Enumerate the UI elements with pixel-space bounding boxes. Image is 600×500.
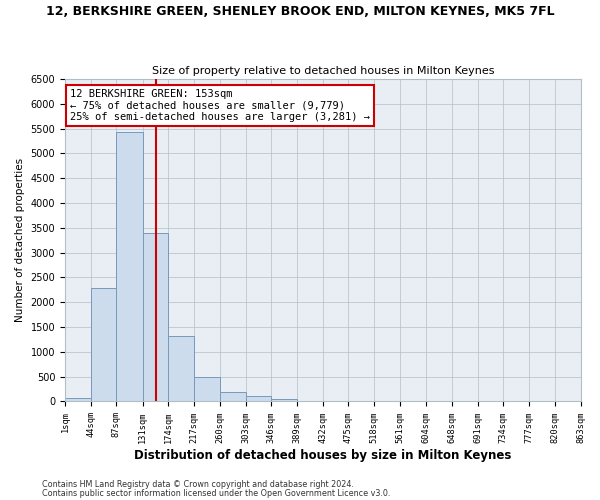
Bar — [194, 377, 220, 402]
Bar — [65, 398, 91, 402]
Bar — [169, 336, 194, 402]
Y-axis label: Number of detached properties: Number of detached properties — [15, 158, 25, 322]
Text: Contains public sector information licensed under the Open Government Licence v3: Contains public sector information licen… — [42, 488, 391, 498]
Bar — [245, 396, 271, 402]
Text: 12 BERKSHIRE GREEN: 153sqm
← 75% of detached houses are smaller (9,779)
25% of s: 12 BERKSHIRE GREEN: 153sqm ← 75% of deta… — [70, 88, 370, 122]
Text: Contains HM Land Registry data © Crown copyright and database right 2024.: Contains HM Land Registry data © Crown c… — [42, 480, 354, 489]
Text: 12, BERKSHIRE GREEN, SHENLEY BROOK END, MILTON KEYNES, MK5 7FL: 12, BERKSHIRE GREEN, SHENLEY BROOK END, … — [46, 5, 554, 18]
Bar — [91, 288, 116, 402]
Bar — [220, 392, 245, 402]
Bar — [143, 234, 169, 402]
Bar — [271, 398, 297, 402]
Title: Size of property relative to detached houses in Milton Keynes: Size of property relative to detached ho… — [152, 66, 494, 76]
Bar — [116, 132, 143, 402]
X-axis label: Distribution of detached houses by size in Milton Keynes: Distribution of detached houses by size … — [134, 450, 511, 462]
